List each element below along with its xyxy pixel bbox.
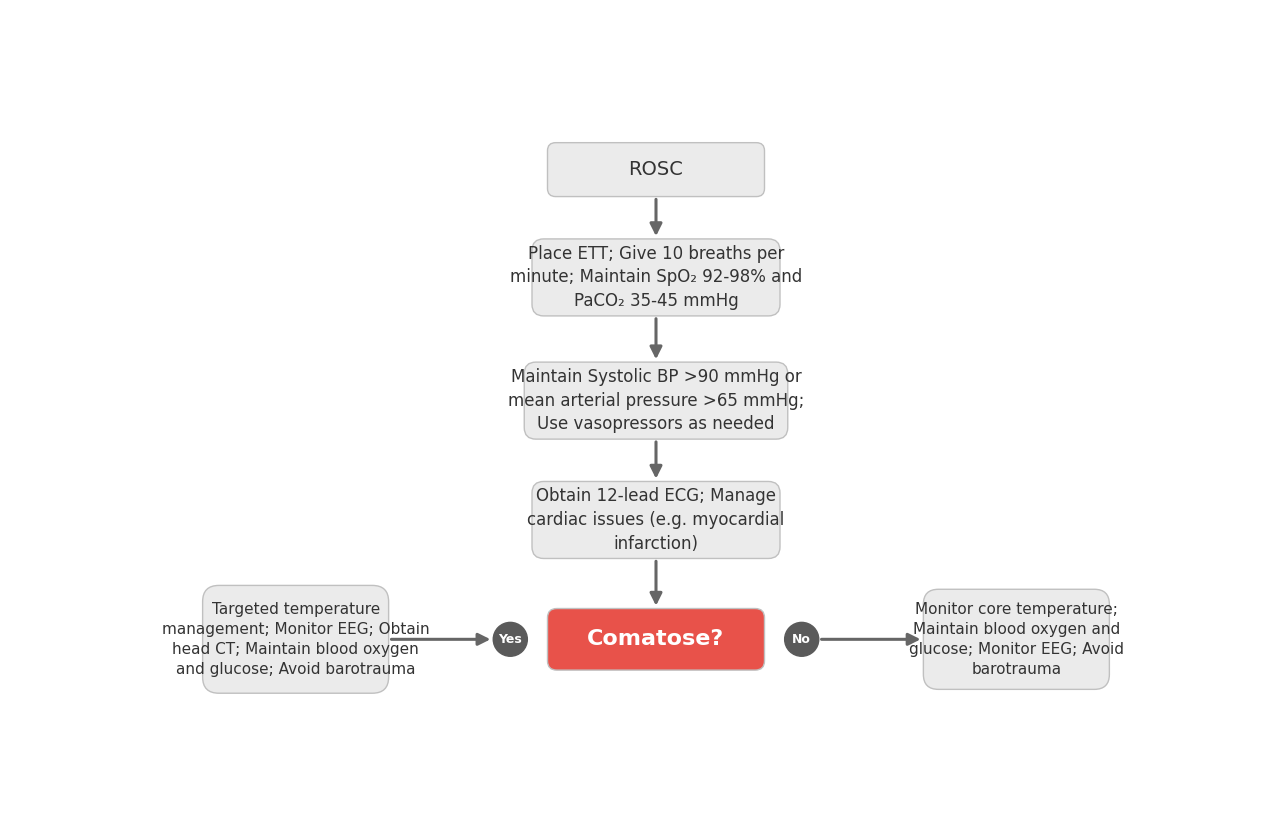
Text: Place ETT; Give 10 breaths per
minute; Maintain SpO₂ 92-98% and
PaCO₂ 35-45 mmHg: Place ETT; Give 10 breaths per minute; M… (509, 245, 803, 310)
FancyBboxPatch shape (923, 589, 1110, 690)
Text: Maintain Systolic BP >90 mmHg or
mean arterial pressure >65 mmHg;
Use vasopresso: Maintain Systolic BP >90 mmHg or mean ar… (508, 368, 804, 433)
Text: Obtain 12-lead ECG; Manage
cardiac issues (e.g. myocardial
infarction): Obtain 12-lead ECG; Manage cardiac issue… (527, 487, 785, 553)
FancyBboxPatch shape (548, 143, 764, 196)
Text: Comatose?: Comatose? (588, 630, 724, 650)
Circle shape (493, 622, 527, 656)
Text: Yes: Yes (498, 633, 522, 646)
FancyBboxPatch shape (525, 362, 787, 439)
FancyBboxPatch shape (532, 482, 780, 558)
FancyBboxPatch shape (548, 609, 764, 670)
Text: Monitor core temperature;
Maintain blood oxygen and
glucose; Monitor EEG; Avoid
: Monitor core temperature; Maintain blood… (909, 602, 1124, 676)
Text: Targeted temperature
management; Monitor EEG; Obtain
head CT; Maintain blood oxy: Targeted temperature management; Monitor… (161, 602, 429, 676)
FancyBboxPatch shape (532, 239, 780, 316)
Text: ROSC: ROSC (628, 161, 684, 179)
FancyBboxPatch shape (202, 585, 389, 693)
Circle shape (785, 622, 819, 656)
Text: No: No (792, 633, 812, 646)
